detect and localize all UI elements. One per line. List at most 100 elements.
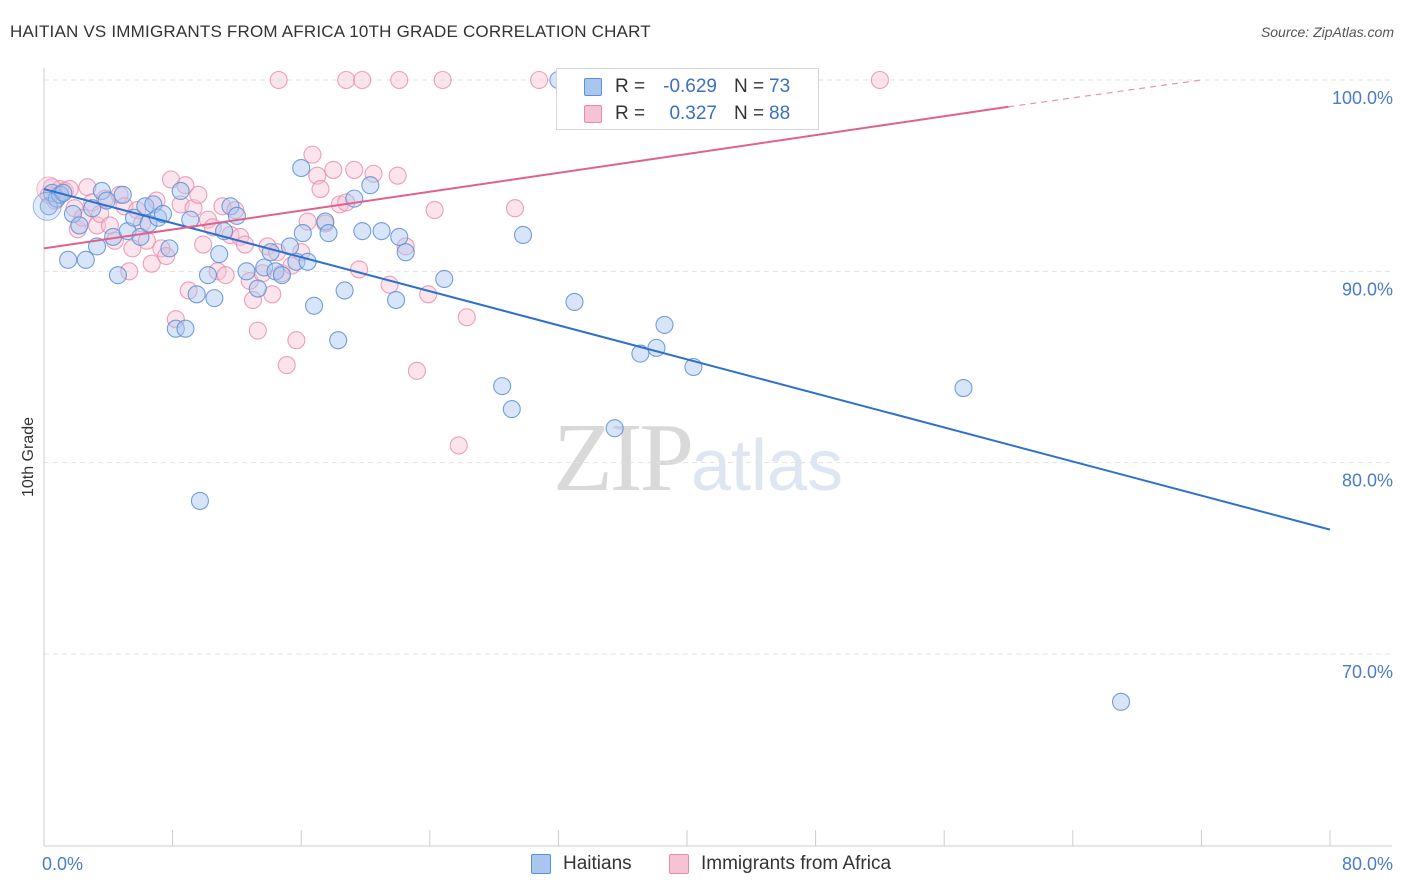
r-value: 0.327 (669, 103, 717, 124)
haitians-point (435, 269, 454, 289)
haitians-point (248, 279, 267, 298)
haitians-point (76, 250, 95, 269)
africa-point (298, 212, 317, 231)
haitians-legend-swatch (531, 854, 551, 874)
africa-point (166, 310, 185, 329)
n-value: 88 (769, 103, 791, 124)
axis-layer (43, 68, 1392, 847)
haitians-point (187, 285, 206, 304)
haitians-point (390, 227, 409, 246)
africa-point (303, 145, 322, 164)
africa-point (457, 308, 476, 327)
y-tick-label: 70.0% (1342, 662, 1393, 682)
x-tick-label: 0.0% (42, 854, 83, 874)
haitians-points (32, 70, 1131, 711)
africa-point (407, 361, 426, 380)
africa-point (248, 321, 267, 340)
watermark-zip: ZIP (553, 404, 694, 512)
africa-point (425, 201, 444, 220)
africa-point (324, 160, 343, 179)
haitians-point (237, 262, 256, 281)
series-legend: Haitians Immigrants from Africa (0, 852, 1406, 878)
africa-point (350, 260, 369, 279)
haitians-point (272, 266, 291, 285)
haitians-point (565, 292, 584, 311)
africa-trend-line (43, 105, 1009, 250)
haitians-point (605, 419, 624, 438)
africa-point (353, 70, 372, 90)
africa-point (277, 356, 296, 375)
haitians-point (166, 319, 185, 338)
watermark-atlas: atlas (691, 426, 844, 506)
africa-point (189, 185, 208, 204)
haitians-point (205, 289, 224, 308)
haitians-point (70, 216, 89, 235)
x-tick-label: 80.0% (1342, 854, 1393, 874)
haitians-point (113, 185, 132, 204)
africa-point (308, 166, 327, 185)
trend-layer (43, 79, 1331, 531)
watermark: ZIPatlas (553, 400, 843, 514)
haitians-point (198, 266, 218, 285)
haitians-point (160, 239, 179, 258)
haitians-point (59, 250, 78, 269)
haitians-point (502, 400, 521, 419)
y-tick-label: 100.0% (1332, 88, 1393, 108)
africa-point (176, 176, 195, 195)
haitians-point (372, 222, 391, 241)
haitians-point (513, 225, 533, 245)
r-label: R = (615, 103, 646, 124)
haitians-point (386, 290, 406, 310)
africa-point (433, 70, 452, 90)
tick-labels: 100.0% 90.0% 80.0% 70.0% 0.0% 80.0% (42, 88, 1393, 874)
chart-title: HAITIAN VS IMMIGRANTS FROM AFRICA 10TH G… (10, 22, 651, 41)
africa-point (269, 70, 288, 90)
haitians-point (655, 315, 674, 334)
haitians-point (319, 224, 338, 243)
n-label: N = (734, 103, 765, 124)
africa-point (530, 70, 549, 90)
haitians-point (293, 224, 312, 243)
africa-point (345, 160, 364, 179)
haitians-point (171, 181, 190, 201)
y-axis-label: 10th Grade (20, 416, 37, 498)
r-label: R = (615, 76, 646, 97)
haitians-point (353, 222, 372, 241)
source-credit: Source: ZipAtlas.com (1260, 24, 1394, 40)
haitians-point (1111, 692, 1131, 711)
africa-point (311, 180, 330, 199)
africa-trend-extension (1008, 79, 1202, 108)
haitians-point (153, 204, 173, 223)
haitians-point (221, 197, 240, 216)
haitians-swatch (584, 78, 602, 96)
haitians-point (292, 158, 311, 178)
legend-row-africa: R = 0.327 N = 88 (557, 100, 818, 128)
haitians-point (144, 195, 163, 214)
legend-row-haitians: R = -0.629 N = 73 (557, 73, 818, 101)
haitians-point (255, 258, 274, 277)
haitians-point (176, 319, 195, 338)
haitians-point (108, 266, 127, 285)
haitians-point (63, 204, 82, 223)
africa-point (390, 70, 409, 90)
africa-point (120, 262, 139, 281)
haitians-legend-label: Haitians (563, 853, 632, 874)
africa-point (505, 199, 525, 218)
africa-point (142, 254, 161, 273)
africa-legend-label: Immigrants from Africa (701, 853, 892, 874)
africa-point (364, 164, 383, 183)
africa-point (194, 235, 213, 254)
africa-point (287, 331, 306, 350)
stats-legend: R = -0.629 N = 73 R = 0.327 N = 88 (556, 68, 819, 130)
haitians-trend-line (43, 188, 1331, 531)
haitians-point (190, 491, 209, 510)
y-tick-label: 80.0% (1342, 471, 1393, 491)
haitians-point (329, 331, 348, 350)
africa-point (870, 70, 889, 90)
haitians-point (493, 377, 512, 396)
haitians-point (139, 214, 158, 233)
y-tick-label: 90.0% (1342, 279, 1393, 299)
africa-point (243, 290, 263, 310)
haitians-point (92, 181, 111, 201)
